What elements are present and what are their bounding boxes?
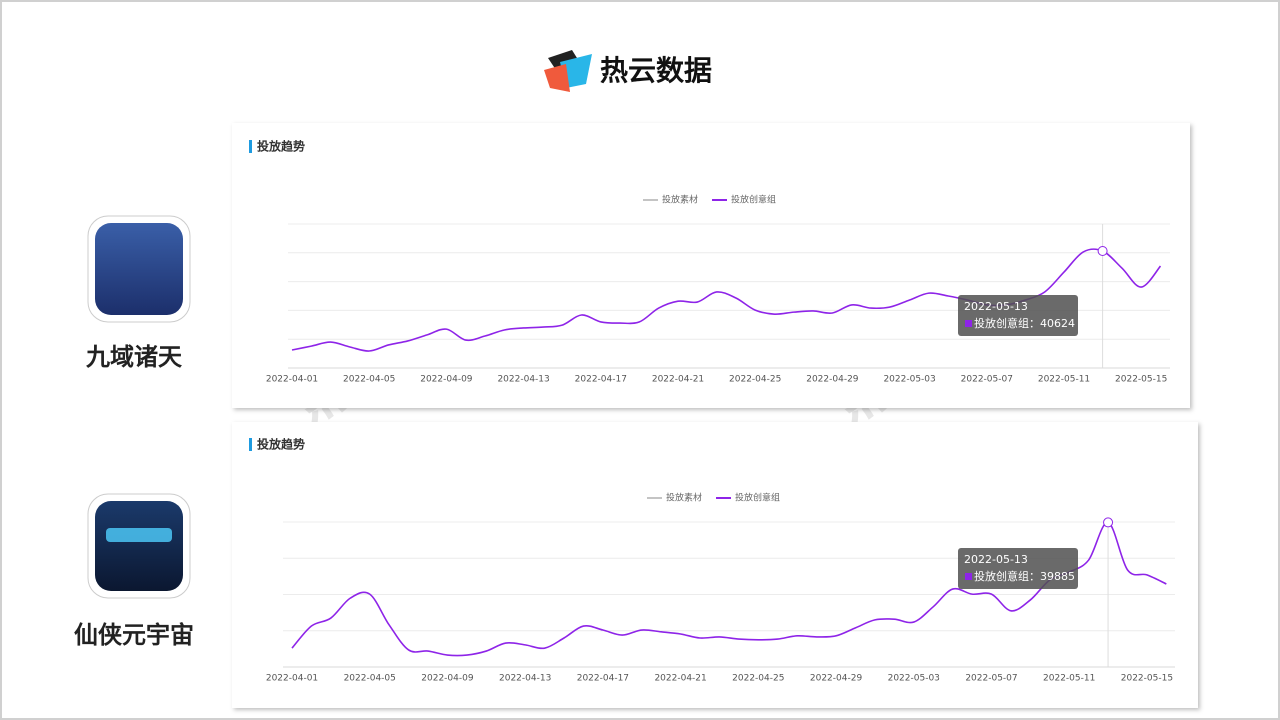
panel-title: 投放趋势 xyxy=(257,437,305,452)
x-tick-label: 2022-05-07 xyxy=(961,375,1013,385)
app-icon xyxy=(95,501,183,591)
app-icon xyxy=(95,223,183,315)
x-tick-label: 2022-04-09 xyxy=(420,375,473,385)
x-tick-label: 2022-04-21 xyxy=(652,375,704,385)
x-tick-label: 2022-04-25 xyxy=(732,674,784,684)
app-name: 九域诸天 xyxy=(85,343,182,371)
tooltip xyxy=(958,295,1078,336)
x-tick-label: 2022-04-01 xyxy=(266,674,318,684)
legend-label: 投放素材 xyxy=(662,194,698,206)
x-tick-label: 2022-05-11 xyxy=(1043,674,1095,684)
x-tick-label: 2022-04-17 xyxy=(575,375,627,385)
x-tick-label: 2022-04-25 xyxy=(729,375,781,385)
x-tick-label: 2022-05-07 xyxy=(965,674,1017,684)
panel xyxy=(232,123,1190,408)
tooltip-title: 2022-05-13 xyxy=(964,300,1028,313)
x-tick-label: 2022-04-29 xyxy=(806,375,859,385)
tooltip-label: 投放创意组：40624 xyxy=(974,316,1075,330)
x-tick-label: 2022-04-09 xyxy=(421,674,474,684)
title-bar xyxy=(249,438,252,451)
x-tick-label: 2022-04-05 xyxy=(343,375,395,385)
app-icon-detail xyxy=(106,528,172,542)
tooltip-swatch xyxy=(965,320,972,327)
tooltip-label: 投放创意组：39885 xyxy=(974,569,1075,583)
legend-label: 投放创意组 xyxy=(735,492,780,504)
panel-title: 投放趋势 xyxy=(257,139,305,154)
hover-point xyxy=(1097,246,1108,257)
series-line xyxy=(291,521,1167,657)
x-tick-label: 2022-04-01 xyxy=(266,375,318,385)
tooltip-title: 2022-05-13 xyxy=(964,553,1028,566)
hover-point xyxy=(1103,517,1114,528)
x-tick-label: 2022-04-29 xyxy=(810,674,863,684)
x-tick-label: 2022-05-03 xyxy=(888,674,940,684)
brand-name: 热云数据 xyxy=(600,54,712,87)
x-tick-label: 2022-04-13 xyxy=(497,375,549,385)
x-tick-label: 2022-04-21 xyxy=(654,674,706,684)
x-tick-label: 2022-05-11 xyxy=(1038,375,1090,385)
title-bar xyxy=(249,140,252,153)
x-tick-label: 2022-05-15 xyxy=(1121,674,1173,684)
x-tick-label: 2022-05-15 xyxy=(1115,375,1167,385)
legend-label: 投放素材 xyxy=(666,492,702,504)
brand-logo xyxy=(544,50,592,92)
x-tick-label: 2022-04-13 xyxy=(499,674,551,684)
tooltip xyxy=(958,548,1078,589)
x-tick-label: 2022-04-05 xyxy=(344,674,396,684)
legend-label: 投放创意组 xyxy=(731,194,776,206)
tooltip-swatch xyxy=(965,573,972,580)
x-tick-label: 2022-04-17 xyxy=(577,674,629,684)
x-tick-label: 2022-05-03 xyxy=(883,375,935,385)
app-name: 仙侠元宇宙 xyxy=(74,621,194,649)
